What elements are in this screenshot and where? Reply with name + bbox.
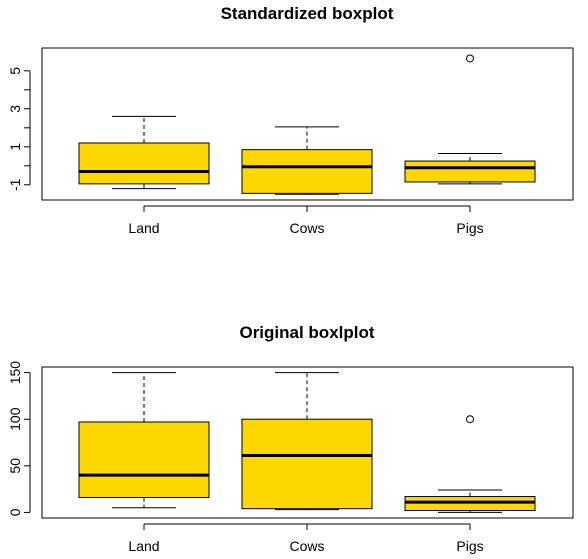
box-land bbox=[78, 372, 210, 509]
x-tick-label: Land bbox=[128, 220, 159, 236]
box-cows bbox=[241, 372, 373, 511]
y-tick-label: 1 bbox=[7, 143, 23, 151]
box-pigs bbox=[404, 54, 536, 185]
outlier-point bbox=[466, 54, 474, 63]
y-tick-label: 50 bbox=[7, 458, 23, 474]
y-tick-label: 100 bbox=[7, 407, 23, 431]
y-tick-label: 150 bbox=[7, 361, 23, 385]
x-tick-label: Land bbox=[128, 538, 159, 554]
iqr-box bbox=[78, 142, 210, 185]
box-cows bbox=[241, 126, 373, 195]
iqr-box bbox=[404, 160, 536, 183]
iqr-box bbox=[78, 421, 210, 498]
y-tick-label: 3 bbox=[7, 105, 23, 113]
chart-title: Standardized boxplot bbox=[221, 4, 394, 23]
x-tick-label: Cows bbox=[289, 538, 324, 554]
x-tick-label: Pigs bbox=[456, 220, 483, 236]
plot-frame bbox=[41, 366, 574, 519]
outlier-point bbox=[466, 415, 474, 424]
iqr-box bbox=[241, 418, 373, 510]
standardized-boxplot-panel: Standardized boxplot -1 1 3 5 Land Cows Pigs bbox=[7, 4, 574, 236]
chart-title: Original boxlplot bbox=[239, 323, 374, 342]
box-land bbox=[78, 115, 210, 190]
x-tick-label: Pigs bbox=[456, 538, 483, 554]
x-tick-label: Cows bbox=[289, 220, 324, 236]
plot-frame bbox=[41, 47, 574, 201]
iqr-box bbox=[241, 149, 373, 194]
y-tick-label: 0 bbox=[7, 508, 23, 516]
y-tick-label: 5 bbox=[7, 67, 23, 75]
box-pigs bbox=[404, 415, 536, 513]
y-tick-label: -1 bbox=[7, 178, 23, 191]
original-boxplot-panel: Original boxlplot 0 50 100 150 Land Cows Pigs bbox=[7, 323, 574, 554]
